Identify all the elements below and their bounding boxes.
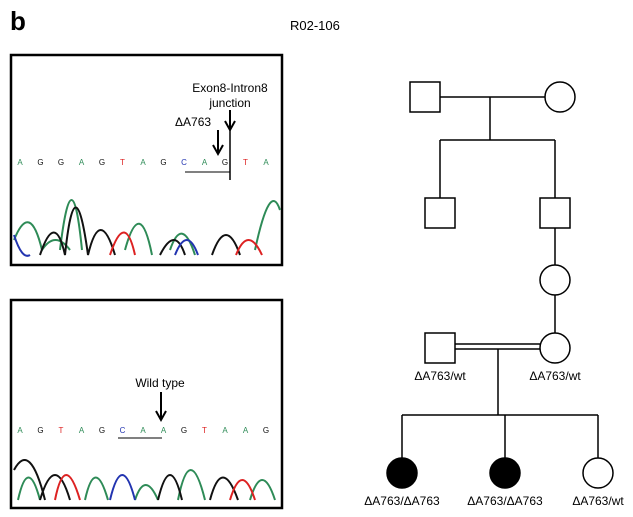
genotype-label: ΔA763/wt xyxy=(414,369,466,383)
title: R02-106 xyxy=(290,18,340,33)
base-call: A xyxy=(79,158,85,167)
base-call: A xyxy=(263,158,269,167)
base-call: A xyxy=(222,426,228,435)
base-call: G xyxy=(37,426,43,435)
female-node xyxy=(583,458,613,488)
male-node xyxy=(410,82,440,112)
figure: b R02-106 Exon8-Intron8 junction ΔA763 W… xyxy=(0,0,633,512)
bottom-traces xyxy=(14,460,275,500)
base-call: A xyxy=(140,426,146,435)
base-call: A xyxy=(161,426,167,435)
annotation: Wild type xyxy=(135,376,185,390)
male-node xyxy=(540,198,570,228)
arrow xyxy=(225,110,235,130)
male-node xyxy=(425,198,455,228)
genotype-label: ΔA763/ΔA763 xyxy=(364,494,440,508)
base-call: T xyxy=(243,158,248,167)
top-traces xyxy=(14,200,280,256)
base-call: T xyxy=(120,158,125,167)
base-call: A xyxy=(79,426,85,435)
base-call: A xyxy=(17,158,23,167)
base-call: A xyxy=(17,426,23,435)
base-call: G xyxy=(222,158,228,167)
genotype-label: ΔA763/wt xyxy=(572,494,624,508)
base-call: G xyxy=(99,158,105,167)
male-node xyxy=(425,333,455,363)
female-node xyxy=(545,82,575,112)
base-call: A xyxy=(202,158,208,167)
base-call: A xyxy=(140,158,146,167)
base-call: C xyxy=(120,426,126,435)
mutation-label: ΔA763 xyxy=(175,115,211,129)
base-call: C xyxy=(181,158,187,167)
genotype-label: ΔA763/ΔA763 xyxy=(467,494,543,508)
base-call: T xyxy=(59,426,64,435)
female-node xyxy=(490,458,520,488)
base-call: G xyxy=(99,426,105,435)
female-node xyxy=(387,458,417,488)
base-call: G xyxy=(160,158,166,167)
base-call: G xyxy=(37,158,43,167)
female-node xyxy=(540,333,570,363)
female-node xyxy=(540,265,570,295)
base-call: T xyxy=(202,426,207,435)
base-call: A xyxy=(243,426,249,435)
arrow xyxy=(156,392,166,420)
arrow xyxy=(213,130,223,154)
base-call: G xyxy=(58,158,64,167)
base-call: G xyxy=(181,426,187,435)
genotype-label: ΔA763/wt xyxy=(529,369,581,383)
panel-label: b xyxy=(10,6,26,36)
base-call: G xyxy=(263,426,269,435)
annotation: junction xyxy=(208,96,250,110)
annotation: Exon8-Intron8 xyxy=(192,81,268,95)
